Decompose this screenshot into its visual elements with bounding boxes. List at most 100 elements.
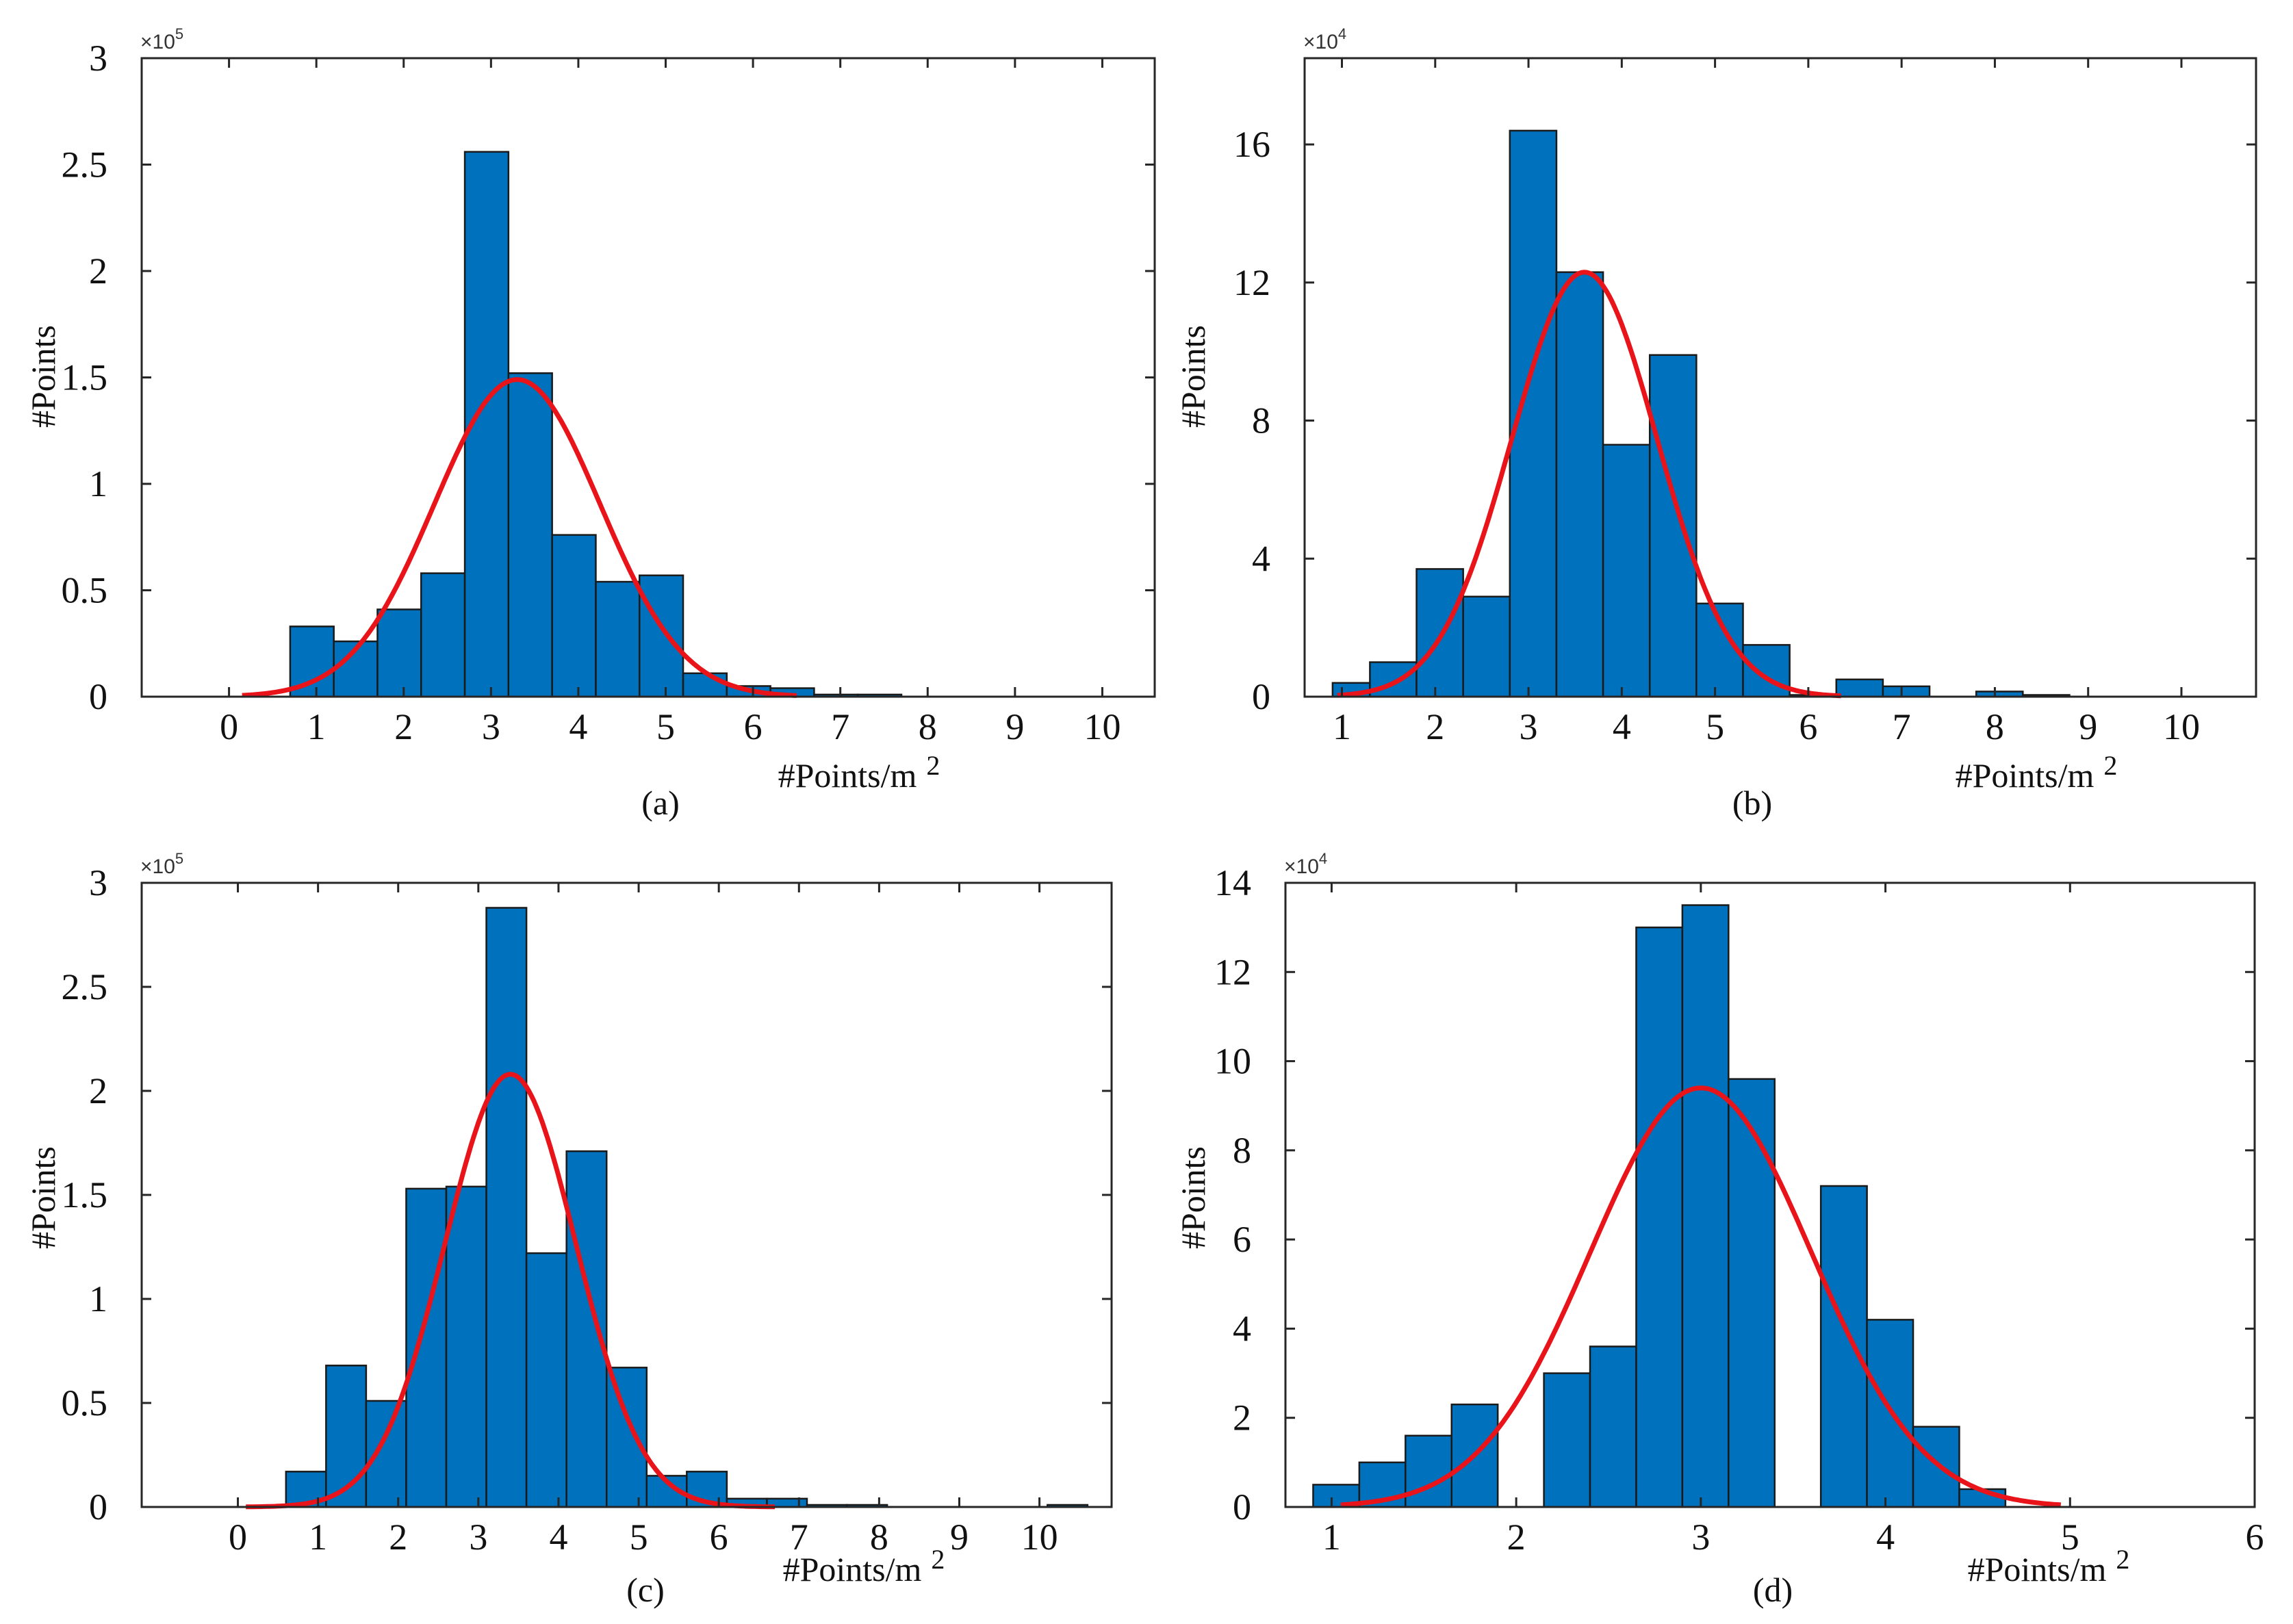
x-tick-label: 9 <box>2079 706 2097 747</box>
y-tick-label: 8 <box>1252 400 1270 441</box>
histogram-bar <box>1681 904 1730 1508</box>
x-tick-label: 4 <box>569 706 587 747</box>
normal-fit-curve <box>1337 270 1841 699</box>
histogram-bar <box>525 1252 567 1508</box>
y-tick-label: 1.5 <box>62 357 108 398</box>
axis-exponent-base: ×10 <box>140 31 175 53</box>
y-tick-label: 16 <box>1233 124 1270 165</box>
axis-exponent-base: ×10 <box>1303 31 1338 53</box>
panel-caption: (a) <box>641 784 680 822</box>
histogram-bar <box>1835 678 1884 698</box>
histogram-bar <box>638 574 684 698</box>
axis-exponent-label: ×104 <box>1303 25 1346 53</box>
histogram-bar <box>1728 1078 1776 1508</box>
axis-exponent-power: 5 <box>175 850 183 867</box>
y-tick-label: 1 <box>89 463 107 504</box>
x-axis-title-text: #Points/m <box>1956 756 2095 795</box>
histogram-bar <box>1405 1434 1452 1508</box>
y-axis-title: #Points <box>24 325 62 428</box>
histogram-bar <box>551 534 597 698</box>
axes-frame <box>1284 881 2256 1508</box>
histogram-bar <box>1589 1345 1637 1508</box>
histogram-bar <box>365 1400 407 1508</box>
x-axis-title: #Points/m 2 <box>783 1544 945 1588</box>
x-axis-title-superscript: 2 <box>926 750 940 781</box>
histogram-bar <box>1912 1426 1960 1508</box>
y-tick-label: 2.5 <box>62 144 108 185</box>
y-tick-label: 4 <box>1233 1308 1251 1349</box>
x-tick-label: 8 <box>870 1517 888 1558</box>
x-tick-label: 4 <box>549 1517 567 1558</box>
histogram-bar <box>485 907 528 1508</box>
y-tick-label: 2 <box>89 1070 107 1111</box>
x-tick-label: 1 <box>309 1517 327 1558</box>
x-tick-label: 1 <box>1333 706 1351 747</box>
y-tick-label: 0 <box>89 1486 107 1528</box>
x-tick-label: 8 <box>919 706 937 747</box>
x-tick-label: 3 <box>469 1517 487 1558</box>
x-tick-label: 1 <box>1322 1517 1341 1558</box>
y-tick-label: 1.5 <box>62 1174 108 1215</box>
y-tick-label: 2 <box>1233 1397 1251 1439</box>
y-tick-label: 2 <box>89 250 107 292</box>
x-tick-label: 2 <box>1507 1517 1526 1558</box>
x-axis-title-superscript: 2 <box>931 1544 945 1575</box>
x-tick-label: 0 <box>220 706 238 747</box>
y-axis-title: #Points <box>1174 1146 1212 1249</box>
y-tick-label: 8 <box>1233 1130 1251 1171</box>
histogram-bar <box>445 1185 487 1508</box>
y-tick-label: 12 <box>1214 951 1251 992</box>
y-tick-label: 6 <box>1233 1219 1251 1260</box>
histogram-bar <box>1819 1185 1868 1508</box>
y-axis-title: #Points <box>24 1146 62 1249</box>
x-tick-label: 10 <box>2163 706 2200 747</box>
x-tick-label: 2 <box>1426 706 1444 747</box>
normal-fit-curve <box>246 1072 776 1510</box>
y-tick-label: 0.5 <box>62 570 108 611</box>
x-tick-label: 7 <box>831 706 849 747</box>
x-axis-title-text: #Points/m <box>1968 1550 2107 1588</box>
x-tick-label: 6 <box>1799 706 1817 747</box>
histogram-bar <box>1882 685 1931 698</box>
y-tick-label: 10 <box>1214 1041 1251 1082</box>
x-tick-label: 6 <box>2246 1517 2264 1558</box>
y-tick-label: 14 <box>1214 862 1251 903</box>
x-tick-label: 8 <box>1986 706 2004 747</box>
x-tick-label: 5 <box>2061 1517 2079 1558</box>
x-tick-label: 5 <box>656 706 675 747</box>
x-tick-label: 2 <box>394 706 413 747</box>
histogram-bar <box>605 1367 648 1508</box>
x-axis-title-superscript: 2 <box>2103 750 2117 781</box>
y-tick-label: 0.5 <box>62 1382 108 1423</box>
histogram-bar <box>682 672 728 698</box>
y-tick-label: 0 <box>1233 1486 1251 1528</box>
x-tick-label: 9 <box>950 1517 969 1558</box>
axis-exponent-power: 4 <box>1319 850 1327 867</box>
x-tick-label: 10 <box>1021 1517 1058 1558</box>
x-axis-title: #Points/m 2 <box>1968 1544 2130 1588</box>
x-axis-title-text: #Points/m <box>783 1550 922 1588</box>
axis-exponent-base: ×10 <box>1284 855 1319 878</box>
histogram-bar <box>1635 926 1684 1508</box>
x-tick-label: 6 <box>710 1517 728 1558</box>
x-tick-label: 9 <box>1005 706 1024 747</box>
axis-exponent-base: ×10 <box>140 855 175 878</box>
histogram-bar <box>1602 443 1651 698</box>
y-tick-label: 3 <box>89 862 107 903</box>
y-tick-label: 12 <box>1233 262 1270 303</box>
histogram-bar <box>1462 595 1511 698</box>
y-tick-label: 1 <box>89 1278 107 1319</box>
histogram-bar <box>1415 568 1464 698</box>
x-tick-label: 3 <box>1520 706 1538 747</box>
x-tick-label: 0 <box>229 1517 247 1558</box>
histogram-bar <box>376 608 422 698</box>
histogram-bar <box>565 1150 608 1508</box>
histogram-bar <box>1648 354 1698 698</box>
histogram-bar <box>1742 644 1791 698</box>
x-tick-label: 4 <box>1613 706 1631 747</box>
panel-caption: (b) <box>1732 784 1772 822</box>
x-tick-label: 7 <box>790 1517 808 1558</box>
histogram-bar <box>1555 271 1604 698</box>
